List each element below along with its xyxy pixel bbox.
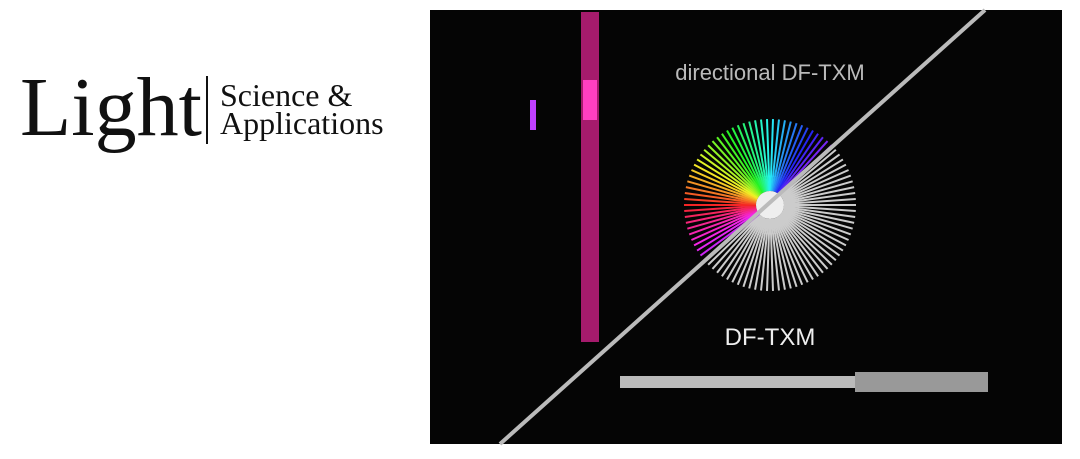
star-spoke <box>742 218 767 288</box>
vertical-pattern <box>581 12 599 342</box>
star-spoke <box>779 214 833 266</box>
star-spoke <box>783 192 856 205</box>
star-spoke <box>773 218 798 288</box>
logo-line2: Applications <box>220 105 384 141</box>
star-spoke <box>691 169 758 201</box>
star-spoke <box>781 211 844 252</box>
star-spoke <box>769 119 775 192</box>
star-spoke <box>782 208 852 236</box>
horizontal-pattern-block <box>855 372 988 392</box>
star-spoke <box>711 140 762 196</box>
star-spoke <box>684 192 757 205</box>
star-spoke <box>693 210 759 247</box>
star-spoke <box>773 122 798 192</box>
star-spoke <box>754 120 769 192</box>
star-spoke <box>721 133 764 194</box>
star-spoke <box>742 122 767 192</box>
star-spoke <box>783 205 856 218</box>
star-spoke <box>731 127 765 193</box>
star-spoke <box>771 218 786 290</box>
star-spoke <box>780 153 841 198</box>
star-spoke <box>688 174 758 202</box>
star-spoke <box>777 215 824 274</box>
star-spoke <box>721 216 764 277</box>
star-spoke <box>688 208 758 236</box>
star-spoke <box>776 133 819 194</box>
star-spoke <box>696 211 759 252</box>
star-spoke <box>782 174 852 202</box>
star-spoke <box>736 124 766 193</box>
star-spoke <box>684 204 757 212</box>
logo-line1: Science & <box>220 77 353 113</box>
upper-label: directional DF-TXM <box>675 60 864 85</box>
side-mark <box>530 100 536 130</box>
star-spoke <box>716 136 763 195</box>
star-spoke <box>754 218 769 290</box>
star-spoke <box>726 216 764 280</box>
star-spoke <box>780 212 841 257</box>
star-spoke <box>765 218 771 291</box>
micrograph-content <box>530 12 988 392</box>
star-spoke <box>775 217 809 283</box>
star-spoke <box>685 206 757 224</box>
star-spoke <box>782 169 849 201</box>
star-spoke <box>772 121 792 192</box>
star-spoke <box>783 206 855 224</box>
star-spoke <box>783 198 856 206</box>
star-spoke <box>770 218 780 291</box>
star-spoke <box>760 119 770 192</box>
star-spoke <box>760 218 770 291</box>
star-spoke <box>769 218 775 291</box>
star-spoke <box>687 207 757 230</box>
star-spoke <box>703 148 760 197</box>
star-spoke <box>696 158 759 199</box>
star-spoke <box>770 119 780 192</box>
star-spoke <box>782 209 849 241</box>
star-spoke <box>699 153 760 198</box>
star-spoke <box>781 158 844 199</box>
star-spoke <box>781 210 847 247</box>
logo-word: Light <box>20 61 202 154</box>
star-spoke <box>771 120 786 192</box>
star-spoke <box>716 215 763 274</box>
star-spoke <box>707 214 761 266</box>
lower-label: DF-TXM <box>725 324 816 351</box>
star-spoke <box>765 119 771 192</box>
diagonal-divider <box>498 8 987 446</box>
star-spoke <box>776 216 814 280</box>
vertical-pattern-block <box>583 80 597 120</box>
star-spoke <box>684 198 757 206</box>
star-spoke <box>693 163 759 200</box>
star-spoke <box>780 148 837 197</box>
star-spoke <box>783 180 853 203</box>
star-spoke <box>691 209 758 241</box>
star-spoke <box>726 130 764 194</box>
star-spoke <box>780 213 837 262</box>
star-spoke <box>783 207 853 230</box>
star-spoke <box>684 205 757 218</box>
star-spoke <box>775 127 809 193</box>
star-spoke <box>776 216 819 277</box>
star-spoke <box>707 144 761 196</box>
star-spoke <box>774 217 804 286</box>
star-spoke <box>687 180 757 203</box>
star-spoke <box>783 204 856 212</box>
star-spoke <box>748 121 768 192</box>
star-spoke <box>748 218 768 289</box>
star-spoke <box>781 163 847 200</box>
star-spoke <box>783 186 855 204</box>
star-spoke <box>685 186 757 204</box>
star-spoke <box>736 217 766 286</box>
star-spoke <box>731 217 765 283</box>
star-spoke <box>772 218 792 289</box>
star-spoke <box>774 124 804 193</box>
star-spoke <box>778 214 829 270</box>
star-spoke <box>776 130 814 194</box>
star-spoke <box>777 136 824 195</box>
star-spoke <box>711 214 762 270</box>
